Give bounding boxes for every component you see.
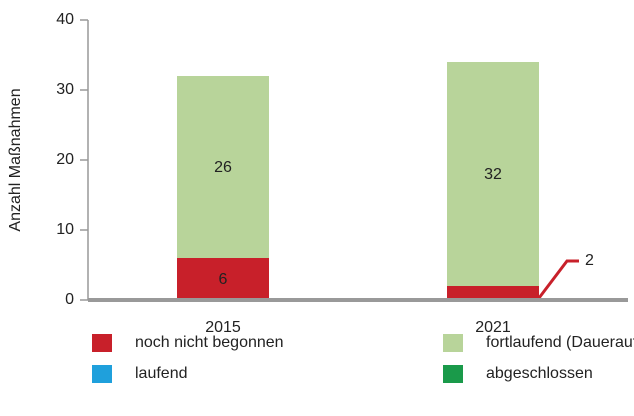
data-label: 2 bbox=[585, 252, 594, 269]
y-tick-label: 30 bbox=[56, 81, 74, 98]
bar-segment bbox=[177, 76, 269, 258]
x-tick-label: 2021 bbox=[475, 319, 511, 336]
y-axis-label: Anzahl Maßnahmen bbox=[7, 88, 24, 231]
data-label: 6 bbox=[219, 271, 228, 288]
x-tick-label: 2015 bbox=[205, 319, 241, 336]
legend-label: abgeschlossen bbox=[486, 365, 593, 382]
bar-segment bbox=[447, 286, 539, 300]
bar-segment bbox=[177, 258, 269, 300]
legend-swatch bbox=[443, 365, 463, 383]
leader-line bbox=[537, 259, 579, 299]
legend-swatch bbox=[443, 334, 463, 352]
y-tick-label: 40 bbox=[56, 11, 74, 28]
legend-label: laufend bbox=[135, 365, 188, 382]
y-tick-label: 0 bbox=[65, 291, 74, 308]
y-tick-label: 10 bbox=[56, 221, 74, 238]
legend-label: noch nicht begonnen bbox=[135, 334, 284, 351]
data-label: 32 bbox=[484, 166, 502, 183]
data-label: 26 bbox=[214, 159, 232, 176]
legend-swatch bbox=[92, 365, 112, 383]
legend-swatch bbox=[92, 334, 112, 352]
legend-label: fortlaufend (Daueraufgabe) bbox=[486, 334, 634, 351]
bar-segment bbox=[447, 62, 539, 286]
y-tick-label: 20 bbox=[56, 151, 74, 168]
